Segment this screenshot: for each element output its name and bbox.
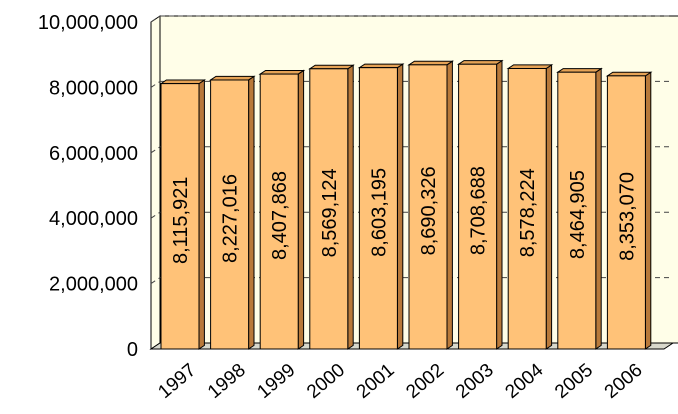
bar-side bbox=[347, 64, 354, 350]
x-tick-label: 2006 bbox=[601, 360, 647, 403]
data-label: 8,353,070 bbox=[616, 172, 638, 261]
x-tick-label: 2003 bbox=[452, 360, 498, 403]
data-label: 8,708,688 bbox=[468, 166, 490, 255]
bar-top bbox=[506, 64, 554, 69]
gridline-side bbox=[150, 15, 161, 23]
bar-top bbox=[159, 79, 207, 85]
x-axis-ticks: 1997 1998 1999 2000 2001 2002 2003 2004 2005 2006 bbox=[154, 359, 646, 403]
gridline-side bbox=[150, 146, 161, 154]
gridline-side bbox=[150, 211, 161, 219]
bar bbox=[309, 68, 349, 350]
bar bbox=[160, 83, 200, 350]
x-tick-label: 2002 bbox=[402, 360, 448, 403]
gridline-side bbox=[150, 277, 161, 285]
bar-side bbox=[396, 63, 404, 350]
data-label: 8,407,868 bbox=[269, 171, 291, 260]
data-label: 8,227,016 bbox=[220, 174, 242, 263]
bars: 8,115,921 8,227,016 8,407,868 8,569,124 8,60… bbox=[159, 59, 653, 350]
bar bbox=[358, 67, 398, 350]
y-tick-label: 4,000,000 bbox=[49, 208, 138, 230]
data-label: 8,603,195 bbox=[368, 168, 390, 257]
y-tick-label: 0 bbox=[127, 339, 138, 361]
bar bbox=[507, 67, 547, 350]
bar-top bbox=[258, 69, 306, 75]
x-tick-label: 2000 bbox=[303, 360, 349, 403]
x-tick-label: 2004 bbox=[502, 359, 548, 403]
data-label: 8,115,921 bbox=[170, 177, 192, 265]
bar-top bbox=[308, 64, 355, 70]
bar-side bbox=[595, 67, 602, 350]
bar-top bbox=[605, 71, 653, 77]
y-tick-label: 6,000,000 bbox=[49, 143, 138, 165]
plot-left-wall bbox=[150, 15, 161, 350]
bar-side bbox=[446, 60, 453, 350]
y-tick-label: 8,000,000 bbox=[49, 77, 138, 99]
data-label: 8,578,224 bbox=[517, 168, 539, 257]
x-tick-label: 1997 bbox=[154, 360, 200, 403]
x-tick-label: 2001 bbox=[353, 360, 399, 403]
y-axis-ticks: 0 2,000,000 4,000,000 6,000,000 8,000,000 10,… bbox=[38, 12, 138, 361]
bar bbox=[408, 64, 448, 350]
bar-side bbox=[496, 59, 503, 350]
gridline-side bbox=[150, 80, 161, 88]
data-label: 8,569,124 bbox=[319, 168, 341, 257]
bar-side bbox=[545, 63, 553, 350]
bar bbox=[557, 71, 597, 350]
bar-top bbox=[556, 68, 603, 73]
bar bbox=[210, 79, 250, 350]
bar bbox=[259, 73, 299, 350]
y-tick-label: 10,000,000 bbox=[38, 12, 138, 34]
bar bbox=[606, 75, 646, 350]
bar bbox=[458, 63, 498, 350]
bar-side bbox=[297, 69, 305, 350]
bar-side bbox=[198, 79, 205, 350]
bar-top bbox=[357, 63, 405, 69]
x-tick-label: 1998 bbox=[204, 360, 250, 403]
bar-top bbox=[208, 75, 256, 81]
x-tick-label: 2005 bbox=[551, 360, 597, 403]
bar-side bbox=[248, 75, 255, 350]
data-label: 8,690,326 bbox=[418, 166, 440, 255]
bar-top bbox=[456, 60, 504, 65]
data-label: 8,464,905 bbox=[567, 170, 589, 259]
y-tick-label: 2,000,000 bbox=[49, 274, 138, 296]
bar-side bbox=[644, 71, 652, 350]
bar-top bbox=[407, 60, 455, 66]
x-tick-label: 1999 bbox=[254, 360, 300, 403]
